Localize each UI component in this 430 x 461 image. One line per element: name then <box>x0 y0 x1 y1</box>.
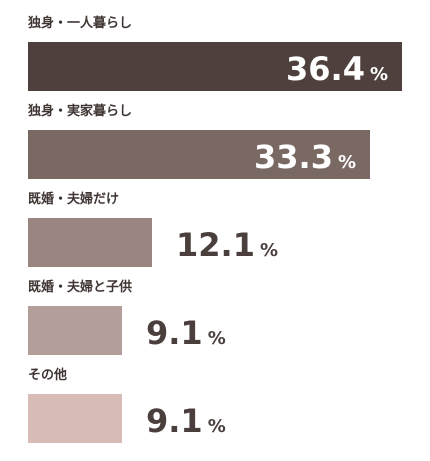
category-label: その他 <box>28 368 68 383</box>
value-number: 33.3 <box>254 138 333 176</box>
percent-unit: % <box>369 64 388 85</box>
bar <box>28 394 122 443</box>
value-label: 36.4% <box>286 53 388 85</box>
value-label: 12.1% <box>176 229 278 261</box>
value-number: 9.1 <box>146 402 203 440</box>
percent-unit: % <box>207 416 226 437</box>
value-label: 9.1% <box>146 405 226 437</box>
percent-unit: % <box>259 240 278 261</box>
value-number: 9.1 <box>146 314 203 352</box>
bar <box>28 42 402 91</box>
bar <box>28 130 370 179</box>
bar <box>28 306 122 355</box>
category-label: 独身・一人暮らし <box>28 16 133 31</box>
bar <box>28 218 152 267</box>
value-label: 9.1% <box>146 317 226 349</box>
category-label: 既婚・夫婦だけ <box>28 192 120 207</box>
value-number: 12.1 <box>176 226 255 264</box>
category-label: 既婚・夫婦と子供 <box>28 280 133 295</box>
percent-unit: % <box>337 152 356 173</box>
value-number: 36.4 <box>286 50 365 88</box>
percent-unit: % <box>207 328 226 349</box>
category-label: 独身・実家暮らし <box>28 104 133 119</box>
value-label: 33.3% <box>254 141 356 173</box>
